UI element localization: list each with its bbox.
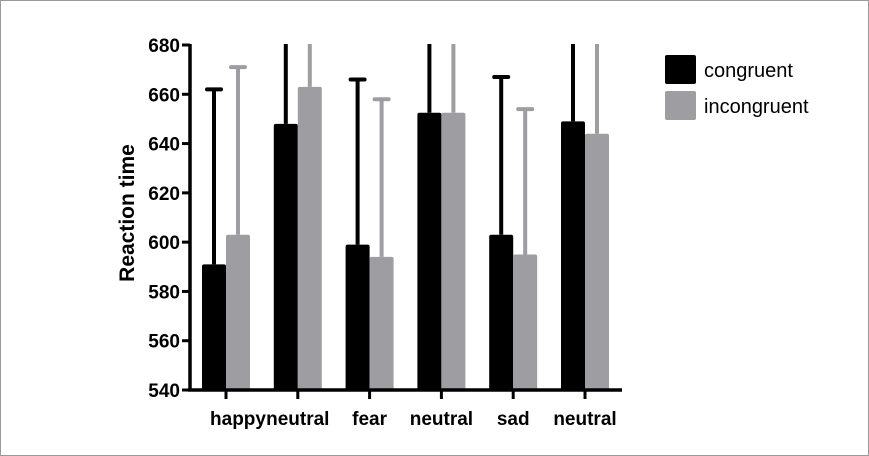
bar-incongruent-happy bbox=[226, 234, 250, 390]
bar-congruent-happy bbox=[202, 264, 226, 390]
x-tick-label: sad bbox=[497, 409, 530, 430]
y-tick-label: 580 bbox=[148, 282, 180, 303]
x-tick-label: neutral bbox=[410, 409, 473, 430]
y-tick-label: 620 bbox=[148, 184, 180, 205]
bar-incongruent-fear bbox=[369, 256, 394, 390]
bar-congruent-neutral bbox=[417, 112, 442, 391]
legend-label-congruent: congruent bbox=[704, 60, 793, 82]
bar-congruent-neutral bbox=[561, 121, 585, 391]
x-tick-label: neutral bbox=[553, 409, 616, 430]
bar-incongruent-neutral bbox=[585, 133, 609, 390]
bar-incongruent-neutral bbox=[441, 112, 466, 391]
bar-congruent-sad bbox=[489, 234, 514, 390]
y-axis-label: Reaction time bbox=[116, 144, 139, 282]
y-tick-label: 660 bbox=[148, 85, 180, 106]
y-tick-label: 600 bbox=[148, 233, 180, 254]
legend-swatch-incongruent bbox=[665, 91, 696, 120]
y-tick-label: 680 bbox=[148, 36, 180, 57]
legend-label-incongruent: incongruent bbox=[704, 96, 809, 118]
bar-congruent-neutral bbox=[273, 123, 298, 390]
y-tick-label: 640 bbox=[148, 135, 180, 156]
bar-incongruent-sad bbox=[513, 254, 538, 390]
legend-swatch-congruent bbox=[665, 55, 696, 84]
bar-congruent-fear bbox=[345, 244, 370, 390]
bar-incongruent-neutral bbox=[297, 86, 322, 391]
x-tick-label: neutral bbox=[266, 409, 329, 430]
y-tick-label: 540 bbox=[148, 381, 180, 402]
x-tick-label: happy bbox=[210, 409, 266, 430]
y-tick-label: 560 bbox=[148, 332, 180, 353]
x-tick-label: fear bbox=[352, 409, 387, 430]
